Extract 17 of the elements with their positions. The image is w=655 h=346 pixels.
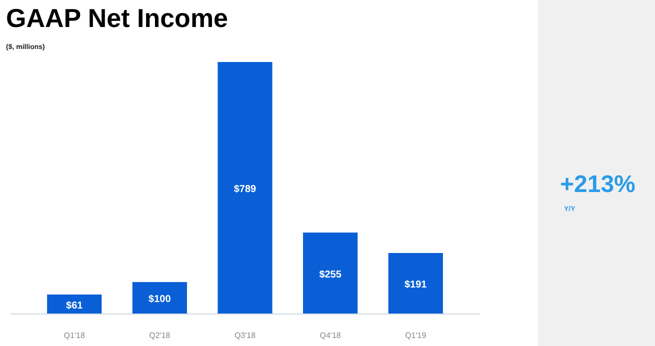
- bar: [303, 232, 358, 314]
- bar: [132, 282, 187, 314]
- bar: [47, 294, 102, 314]
- data-label: $191: [404, 280, 428, 290]
- x-tick-label: Q4'18: [320, 331, 342, 340]
- x-tick-label: Q3'18: [234, 331, 256, 340]
- x-tick-label: Q1'19: [405, 331, 427, 340]
- data-label: $100: [148, 294, 172, 306]
- chart-title: GAAP Net Income: [6, 3, 228, 33]
- data-label: $61: [66, 300, 84, 312]
- data-label: $255: [319, 269, 342, 280]
- data-label: $789: [234, 184, 257, 195]
- x-tick-label: Q1'18: [64, 331, 86, 340]
- bar: [218, 62, 272, 314]
- bar: [388, 252, 443, 314]
- x-tick-label: Q2'18: [149, 331, 171, 340]
- text: +213%: [560, 171, 636, 198]
